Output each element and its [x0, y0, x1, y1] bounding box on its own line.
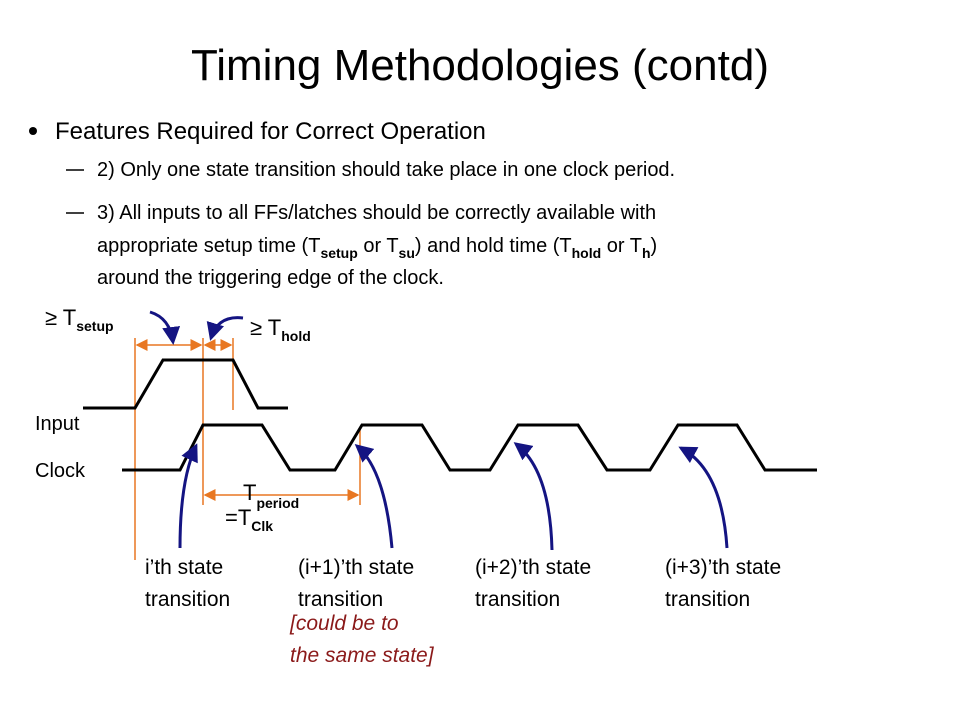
- timing-markers: [134, 338, 361, 560]
- transition-label: transition: [665, 588, 750, 611]
- transition-label: (i+1)’th state: [298, 556, 414, 579]
- t: =T: [225, 505, 251, 530]
- t: appropriate setup time (T: [97, 235, 320, 257]
- clock-waveform: [122, 423, 817, 472]
- sub: setup: [76, 318, 113, 334]
- transition-label: (i+3)’th state: [665, 556, 781, 579]
- transition-label: i’th state: [145, 556, 223, 579]
- period-label: =TClk: [225, 505, 273, 534]
- bullet: [29, 127, 37, 135]
- signal-label: Input: [35, 413, 80, 435]
- sub: su: [399, 245, 415, 261]
- sub: setup: [320, 245, 357, 261]
- period-label: Tperiod: [243, 480, 299, 511]
- signal-label: Clock: [35, 460, 86, 482]
- transition-label: transition: [145, 588, 230, 611]
- title: Timing Methodologies (contd): [191, 41, 769, 90]
- arrows: [149, 310, 729, 551]
- t: ≥ T: [250, 315, 281, 340]
- t: ) and hold time (T: [415, 235, 572, 257]
- t: ): [651, 235, 658, 257]
- transition-label: (i+2)’th state: [475, 556, 591, 579]
- note: [could be to: [289, 612, 399, 635]
- note: the same state]: [290, 644, 435, 667]
- item-line: appropriate setup time (Tsetup or Tsu) a…: [97, 235, 657, 261]
- item-line: 2) Only one state transition should take…: [97, 159, 675, 181]
- sub: period: [256, 495, 299, 511]
- input-waveform: [83, 358, 288, 410]
- t: ≥ T: [45, 305, 76, 330]
- sub: h: [642, 245, 651, 261]
- sub: hold: [281, 328, 311, 344]
- setup-label: ≥ Tsetup: [45, 305, 114, 334]
- t: or T: [601, 235, 642, 257]
- transition-labels: i’th state transition (i+1)’th state tra…: [145, 556, 781, 611]
- sub: Clk: [251, 518, 273, 534]
- bullet-text: Features Required for Correct Operation: [55, 118, 486, 145]
- sub: hold: [572, 245, 602, 261]
- transition-label: transition: [298, 588, 383, 611]
- transition-label: transition: [475, 588, 560, 611]
- hold-label: ≥ Thold: [250, 315, 311, 344]
- item-line: around the triggering edge of the clock.: [97, 267, 444, 289]
- item-line: 3) All inputs to all FFs/latches should …: [97, 202, 656, 224]
- t: T: [243, 480, 256, 505]
- t: or T: [358, 235, 399, 257]
